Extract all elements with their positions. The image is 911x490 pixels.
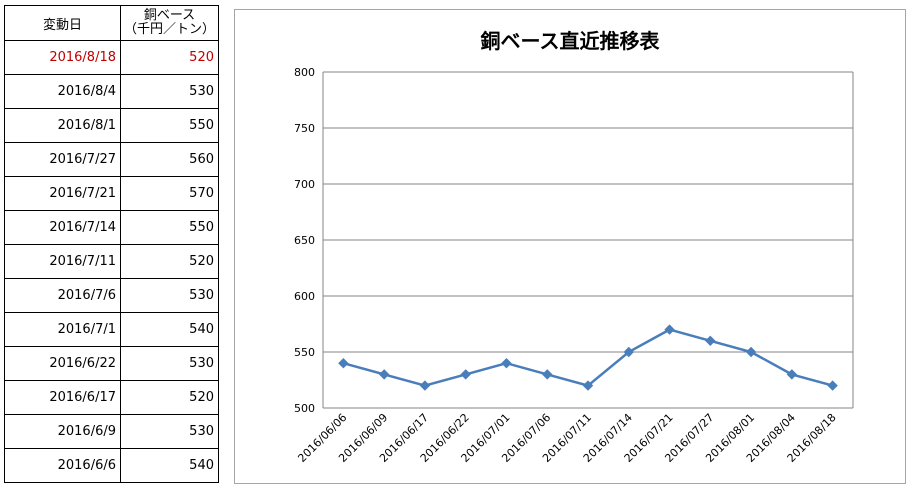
data-point <box>419 380 431 391</box>
data-point <box>582 380 594 391</box>
table-body: 2016/8/18 520 2016/8/4 530 2016/8/1 550 2016/7… <box>4 40 219 483</box>
table-row: 2016/6/22 530 <box>4 346 219 381</box>
table-row: 2016/6/9 530 <box>4 414 219 449</box>
row-date: 2016/7/14 <box>4 210 121 245</box>
data-point <box>664 324 675 335</box>
table-row: 2016/7/14 550 <box>4 210 219 245</box>
y-axis-ticks: 500 550 600 650 700 750 800 <box>294 66 315 415</box>
data-point <box>705 335 716 347</box>
table-row: 2016/7/21 570 <box>4 176 219 211</box>
table-row: 2016/8/4 530 <box>4 74 219 109</box>
y-tick-label: 750 <box>294 122 315 135</box>
row-date: 2016/7/11 <box>4 244 121 279</box>
header-price-line1: 銅ベース <box>143 8 196 23</box>
table-row: 2016/8/1 550 <box>4 108 219 143</box>
y-tick-label: 650 <box>294 234 315 247</box>
data-point <box>542 369 553 380</box>
y-tick-label: 600 <box>294 290 315 303</box>
row-date: 2016/7/27 <box>4 142 121 177</box>
row-date: 2016/8/18 <box>4 40 121 75</box>
row-price: 550 <box>120 210 219 245</box>
row-date: 2016/7/6 <box>4 278 121 313</box>
chart-area: 銅ベース直近推移表 500 550 600 650 700 750 800 2016/06/… <box>234 9 906 484</box>
data-point <box>745 346 757 358</box>
data-point <box>460 369 471 380</box>
row-price: 540 <box>120 448 219 483</box>
row-price: 520 <box>120 40 219 75</box>
data-point <box>378 369 390 380</box>
header-date: 変動日 <box>4 5 121 41</box>
data-point <box>338 357 349 369</box>
row-price: 560 <box>120 142 219 177</box>
series-line <box>343 328 833 387</box>
row-price: 530 <box>120 278 219 313</box>
series-layer <box>338 324 838 391</box>
row-date: 2016/7/1 <box>4 312 121 347</box>
table-row: 2016/7/6 530 <box>4 278 219 313</box>
row-date: 2016/6/22 <box>4 346 121 381</box>
row-date: 2016/6/6 <box>4 448 121 483</box>
row-price: 530 <box>120 346 219 381</box>
y-tick-label: 500 <box>294 402 315 415</box>
data-point <box>623 346 634 358</box>
x-axis-ticks: 2016/06/062016/06/092016/06/172016/06/22… <box>295 411 838 465</box>
data-point <box>501 357 512 369</box>
data-point <box>786 369 798 380</box>
table-header-row: 変動日 銅ベース （千円／トン） <box>4 5 219 41</box>
row-price: 540 <box>120 312 219 347</box>
table-row: 2016/7/27 560 <box>4 142 219 177</box>
row-date: 2016/6/9 <box>4 414 121 449</box>
table-row: 2016/6/17 520 <box>4 380 219 415</box>
header-price-line2: （千円／トン） <box>123 22 215 37</box>
data-point <box>827 380 838 391</box>
row-price: 520 <box>120 380 219 415</box>
row-date: 2016/8/1 <box>4 108 121 143</box>
table-row: 2016/7/1 540 <box>4 312 219 347</box>
row-date: 2016/7/21 <box>4 176 121 211</box>
price-table: 変動日 銅ベース （千円／トン） 2016/8/18 520 2016/8/4 530… <box>4 5 219 483</box>
y-tick-label: 550 <box>294 346 315 359</box>
row-date: 2016/6/17 <box>4 380 121 415</box>
table-row: 2016/6/6 540 <box>4 448 219 483</box>
row-date: 2016/8/4 <box>4 74 121 109</box>
line-chart: 銅ベース直近推移表 500 550 600 650 700 750 800 2016/06/… <box>294 29 854 465</box>
row-price: 550 <box>120 108 219 143</box>
header-price: 銅ベース （千円／トン） <box>120 5 219 41</box>
table-row: 2016/8/18 520 <box>4 40 219 75</box>
row-price: 530 <box>120 414 219 449</box>
y-tick-label: 800 <box>294 66 315 79</box>
table-row: 2016/7/11 520 <box>4 244 219 279</box>
grid-lines <box>322 71 854 409</box>
chart-title: 銅ベース直近推移表 <box>481 29 661 53</box>
row-price: 520 <box>120 244 219 279</box>
y-tick-label: 700 <box>294 178 315 191</box>
row-price: 570 <box>120 176 219 211</box>
row-price: 530 <box>120 74 219 109</box>
